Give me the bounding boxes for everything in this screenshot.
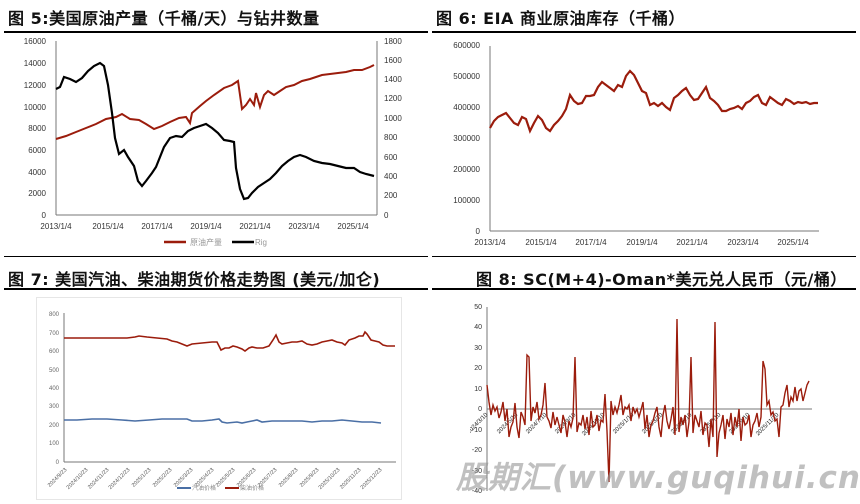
fig5-legend-rig: Rig	[255, 238, 267, 247]
svg-text:10000: 10000	[24, 103, 47, 112]
svg-text:0: 0	[478, 406, 482, 413]
svg-text:4000: 4000	[28, 168, 46, 177]
svg-text:2025/9/23: 2025/9/23	[299, 467, 321, 489]
svg-text:200000: 200000	[453, 165, 480, 174]
svg-text:2024/12/23: 2024/12/23	[108, 467, 132, 491]
svg-text:14000: 14000	[24, 59, 47, 68]
fig8-top-rule	[432, 288, 856, 290]
svg-text:2025/1/4: 2025/1/4	[777, 238, 809, 247]
fig7-legend-gasoline: 汽油价格	[192, 484, 216, 492]
svg-text:2024/9/23: 2024/9/23	[47, 467, 69, 489]
svg-text:1200: 1200	[384, 94, 402, 103]
svg-text:800: 800	[49, 312, 60, 318]
svg-text:2019/1/4: 2019/1/4	[190, 222, 222, 231]
svg-text:2023/1/4: 2023/1/4	[288, 222, 320, 231]
svg-text:-20: -20	[472, 447, 482, 454]
svg-text:2025/1/4: 2025/1/4	[337, 222, 369, 231]
fig7-top-rule	[4, 288, 428, 290]
svg-text:400: 400	[49, 386, 60, 392]
fig6-chart: 600000 500000 400000 300000 200000 100000 0 2…	[432, 33, 856, 255]
svg-text:0: 0	[56, 460, 60, 466]
svg-text:1000: 1000	[384, 114, 402, 123]
svg-text:600000: 600000	[453, 41, 480, 50]
svg-text:400000: 400000	[453, 103, 480, 112]
svg-text:400: 400	[384, 172, 398, 181]
svg-text:2021/1/4: 2021/1/4	[239, 222, 271, 231]
svg-text:600: 600	[49, 349, 60, 355]
svg-text:-10: -10	[472, 427, 482, 434]
svg-text:12000: 12000	[24, 81, 47, 90]
svg-text:2013/1/4: 2013/1/4	[474, 238, 506, 247]
svg-text:2025/5/23: 2025/5/23	[215, 467, 237, 489]
svg-text:500: 500	[49, 368, 60, 374]
fig7-chart: 800 700 600 500 400 300 200 100 0 2024/9/23 20…	[36, 297, 402, 500]
svg-text:300000: 300000	[453, 134, 480, 143]
svg-text:500000: 500000	[453, 72, 480, 81]
svg-text:2024/10/23: 2024/10/23	[66, 467, 90, 491]
fig5-legend-production: 原油产量	[190, 237, 222, 247]
svg-text:20: 20	[474, 365, 482, 372]
svg-text:0: 0	[384, 211, 389, 220]
svg-text:2015/1/4: 2015/1/4	[92, 222, 124, 231]
fig6-bottom-rule	[432, 256, 856, 257]
fig6-top-rule	[432, 31, 856, 33]
fig6-plot: 600000 500000 400000 300000 200000 100000 0 2…	[453, 41, 819, 247]
fig5-chart: 16000 14000 12000 10000 8000 6000 4000 2000 0 …	[4, 33, 428, 255]
svg-text:700: 700	[49, 331, 60, 337]
svg-text:800: 800	[384, 133, 398, 142]
svg-text:1600: 1600	[384, 56, 402, 65]
svg-text:2025/12/23: 2025/12/23	[360, 467, 384, 491]
svg-text:-30: -30	[472, 468, 482, 475]
watermark: 股期汇(www.guqihui.cn)	[456, 460, 860, 496]
fig7-plot: 800 700 600 500 400 300 200 100 0 2024/9/23 20…	[47, 312, 396, 492]
svg-text:2017/1/4: 2017/1/4	[575, 238, 607, 247]
svg-text:100000: 100000	[453, 196, 480, 205]
svg-text:6000: 6000	[28, 146, 46, 155]
svg-text:2025/2/23: 2025/2/23	[152, 467, 174, 489]
svg-text:2025/1/23: 2025/1/23	[131, 467, 153, 489]
fig7-legend-diesel: 柴油价格	[240, 484, 264, 492]
svg-text:8000: 8000	[28, 124, 46, 133]
svg-text:40: 40	[474, 324, 482, 331]
svg-text:2025/8/23: 2025/8/23	[278, 467, 300, 489]
fig7-title: 图 7: 美国汽油、柴油期货价格走势图 (美元/加仑)	[8, 270, 381, 289]
svg-text:2019/1/4: 2019/1/4	[626, 238, 658, 247]
svg-text:30: 30	[474, 345, 482, 352]
svg-text:2000: 2000	[28, 189, 46, 198]
svg-text:2025/10/23: 2025/10/23	[318, 467, 342, 491]
svg-text:0: 0	[42, 211, 47, 220]
svg-text:600: 600	[384, 153, 398, 162]
svg-text:100: 100	[49, 441, 60, 447]
svg-text:2021/1/4: 2021/1/4	[676, 238, 708, 247]
svg-text:16000: 16000	[24, 37, 47, 46]
svg-text:1800: 1800	[384, 37, 402, 46]
svg-text:2013/1/4: 2013/1/4	[40, 222, 72, 231]
svg-text:200: 200	[49, 423, 60, 429]
fig8-title: 图 8: SC(M+4)-Oman*美元兑人民币（元/桶）	[476, 270, 847, 289]
fig8-chart: 50 40 30 20 10 0 -10 -20 -30 -40 2024/3/10 2024…	[466, 297, 850, 500]
fig5-bottom-rule	[4, 256, 428, 257]
svg-text:50: 50	[474, 304, 482, 311]
svg-text:200: 200	[384, 191, 398, 200]
svg-text:300: 300	[49, 404, 60, 410]
svg-text:10: 10	[474, 386, 482, 393]
fig6-title: 图 6: EIA 商业原油库存（千桶）	[436, 9, 686, 28]
svg-text:2017/1/4: 2017/1/4	[141, 222, 173, 231]
svg-text:-40: -40	[472, 488, 482, 495]
svg-text:2024/7/10: 2024/7/10	[525, 412, 549, 436]
svg-text:2023/1/4: 2023/1/4	[727, 238, 759, 247]
fig5-title: 图 5:美国原油产量（千桶/天）与钻井数量	[8, 9, 320, 28]
svg-text:1400: 1400	[384, 75, 402, 84]
fig5-top-rule	[4, 31, 428, 33]
svg-text:2015/1/4: 2015/1/4	[525, 238, 557, 247]
svg-text:0: 0	[476, 227, 481, 236]
